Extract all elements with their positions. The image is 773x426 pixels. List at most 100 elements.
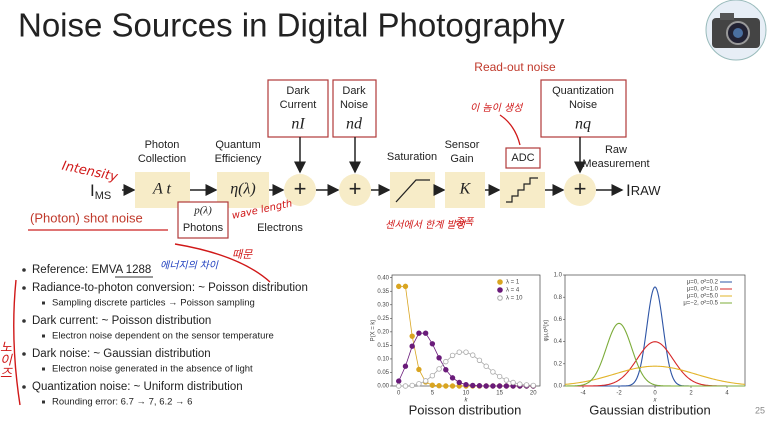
sub-dot (42, 301, 45, 305)
point (422, 330, 429, 336)
plus: + (574, 176, 587, 201)
point (463, 349, 469, 355)
legend-label: λ = 10 (506, 296, 523, 302)
bullet-dot (22, 352, 26, 356)
point (470, 382, 476, 389)
readout-label: Read-out noise (474, 60, 556, 74)
legend-label: λ = 4 (506, 288, 520, 294)
gaussian-plot: -4 -2 0 2 4 0.0 0.2 0.4 0.6 0.8 1.0 x φμ,σ²(x) μ=0, σ… (544, 273, 746, 404)
symbol: I (90, 181, 95, 200)
note: 이 놈이 생성 (470, 102, 524, 114)
photon-dist: p(λ) (193, 205, 212, 217)
label: Quantization (552, 85, 614, 97)
point (483, 363, 489, 369)
bullet-dot (22, 319, 26, 323)
density-curve (564, 365, 746, 385)
point (396, 283, 402, 290)
caption: Gaussian distribution (589, 402, 710, 417)
point (510, 379, 516, 386)
legend-label: μ=0, σ²=0.2 (687, 280, 719, 286)
sub-text: Electron noise generated in the absence … (52, 364, 253, 375)
camera-icon (705, 0, 767, 61)
point (456, 349, 462, 355)
y-tick-label: 0.05 (377, 370, 389, 376)
density-curve (565, 322, 745, 387)
point (483, 383, 489, 389)
point (496, 373, 503, 380)
y-tick-label: 0.0 (554, 384, 563, 390)
poisson-plot: 0 5 10 15 20 0.00 0.05 0.10 0.15 0.20 0.25 0.30 0.35… (371, 274, 541, 404)
point (416, 381, 422, 387)
point (449, 383, 456, 389)
x-tick-label: 0 (397, 391, 401, 397)
caption: Poisson distribution (409, 402, 522, 417)
sub-dot (42, 400, 45, 404)
x-tick-label: -4 (580, 391, 586, 397)
point (476, 383, 483, 389)
plot-frame (564, 274, 746, 387)
point (409, 333, 415, 339)
bullet-dot (22, 268, 26, 272)
label: Noise (569, 99, 597, 111)
point (503, 383, 510, 389)
bullet-list: Reference: EMVA 1288 Radiance-to-photon c… (22, 264, 308, 408)
page-number: 25 (755, 405, 765, 415)
title: Noise Sources in Digital Photography (18, 7, 565, 44)
y-tick-label: 0.10 (377, 357, 389, 363)
point (449, 375, 456, 381)
bullet-dot (22, 286, 26, 290)
y-tick-label: 0.25 (377, 316, 389, 322)
x-axis-label: k (465, 398, 469, 404)
point (429, 341, 436, 347)
shot-noise-label: (Photon) shot noise (30, 210, 143, 225)
label: Photon (145, 139, 180, 151)
point (436, 366, 442, 372)
point (476, 357, 483, 363)
bullet-text: Reference: EMVA 1288 (32, 264, 151, 276)
point (490, 383, 496, 389)
label: ADC (511, 152, 534, 164)
x-tick-label: 4 (725, 391, 729, 397)
symbol: I (626, 181, 631, 200)
point (416, 330, 422, 336)
input-symbol: IMS (90, 181, 111, 201)
legend-label: λ = 1 (506, 280, 520, 286)
point (436, 355, 442, 361)
y-tick-label: 0.30 (377, 302, 389, 308)
sub-text: Rounding error: 6.7 → 7, 6.2 → 6 (52, 397, 192, 408)
note: 에너지의 차이 (160, 260, 219, 272)
sub-text: Sampling discrete particles → Poisson sa… (52, 298, 255, 309)
y-tick-label: 0.00 (377, 384, 389, 390)
point (409, 343, 415, 349)
label: Noise (340, 99, 368, 111)
point (523, 382, 530, 388)
bullet-text: Dark current: ~ Poisson distribution (32, 315, 211, 327)
pipeline-diagram: Read-out noise IMS A t Photon Collection… (28, 60, 661, 239)
label: Current (280, 99, 317, 111)
legend-marker (497, 295, 503, 301)
point (503, 377, 510, 383)
point (443, 383, 449, 389)
point (470, 352, 476, 358)
point (422, 378, 429, 384)
sub-dot (42, 367, 45, 371)
label: Dark (342, 85, 366, 97)
point (402, 383, 409, 389)
note: 노이즈 (0, 340, 12, 379)
point (443, 358, 449, 365)
point (449, 352, 456, 359)
y-axis-label: φμ,σ²(x) (544, 320, 550, 342)
note: 때문 (232, 248, 253, 261)
y-tick-label: 0.15 (377, 343, 389, 349)
y-tick-label: 1.0 (554, 273, 563, 279)
y-tick-label: 0.20 (377, 329, 389, 335)
symbol: nI (291, 116, 305, 133)
point (416, 366, 422, 373)
point (429, 373, 436, 379)
note: 증폭 (455, 217, 474, 228)
point (517, 381, 523, 387)
y-tick-label: 0.8 (554, 295, 563, 301)
label: Dark (286, 85, 310, 97)
y-tick-label: 0.40 (377, 275, 389, 281)
